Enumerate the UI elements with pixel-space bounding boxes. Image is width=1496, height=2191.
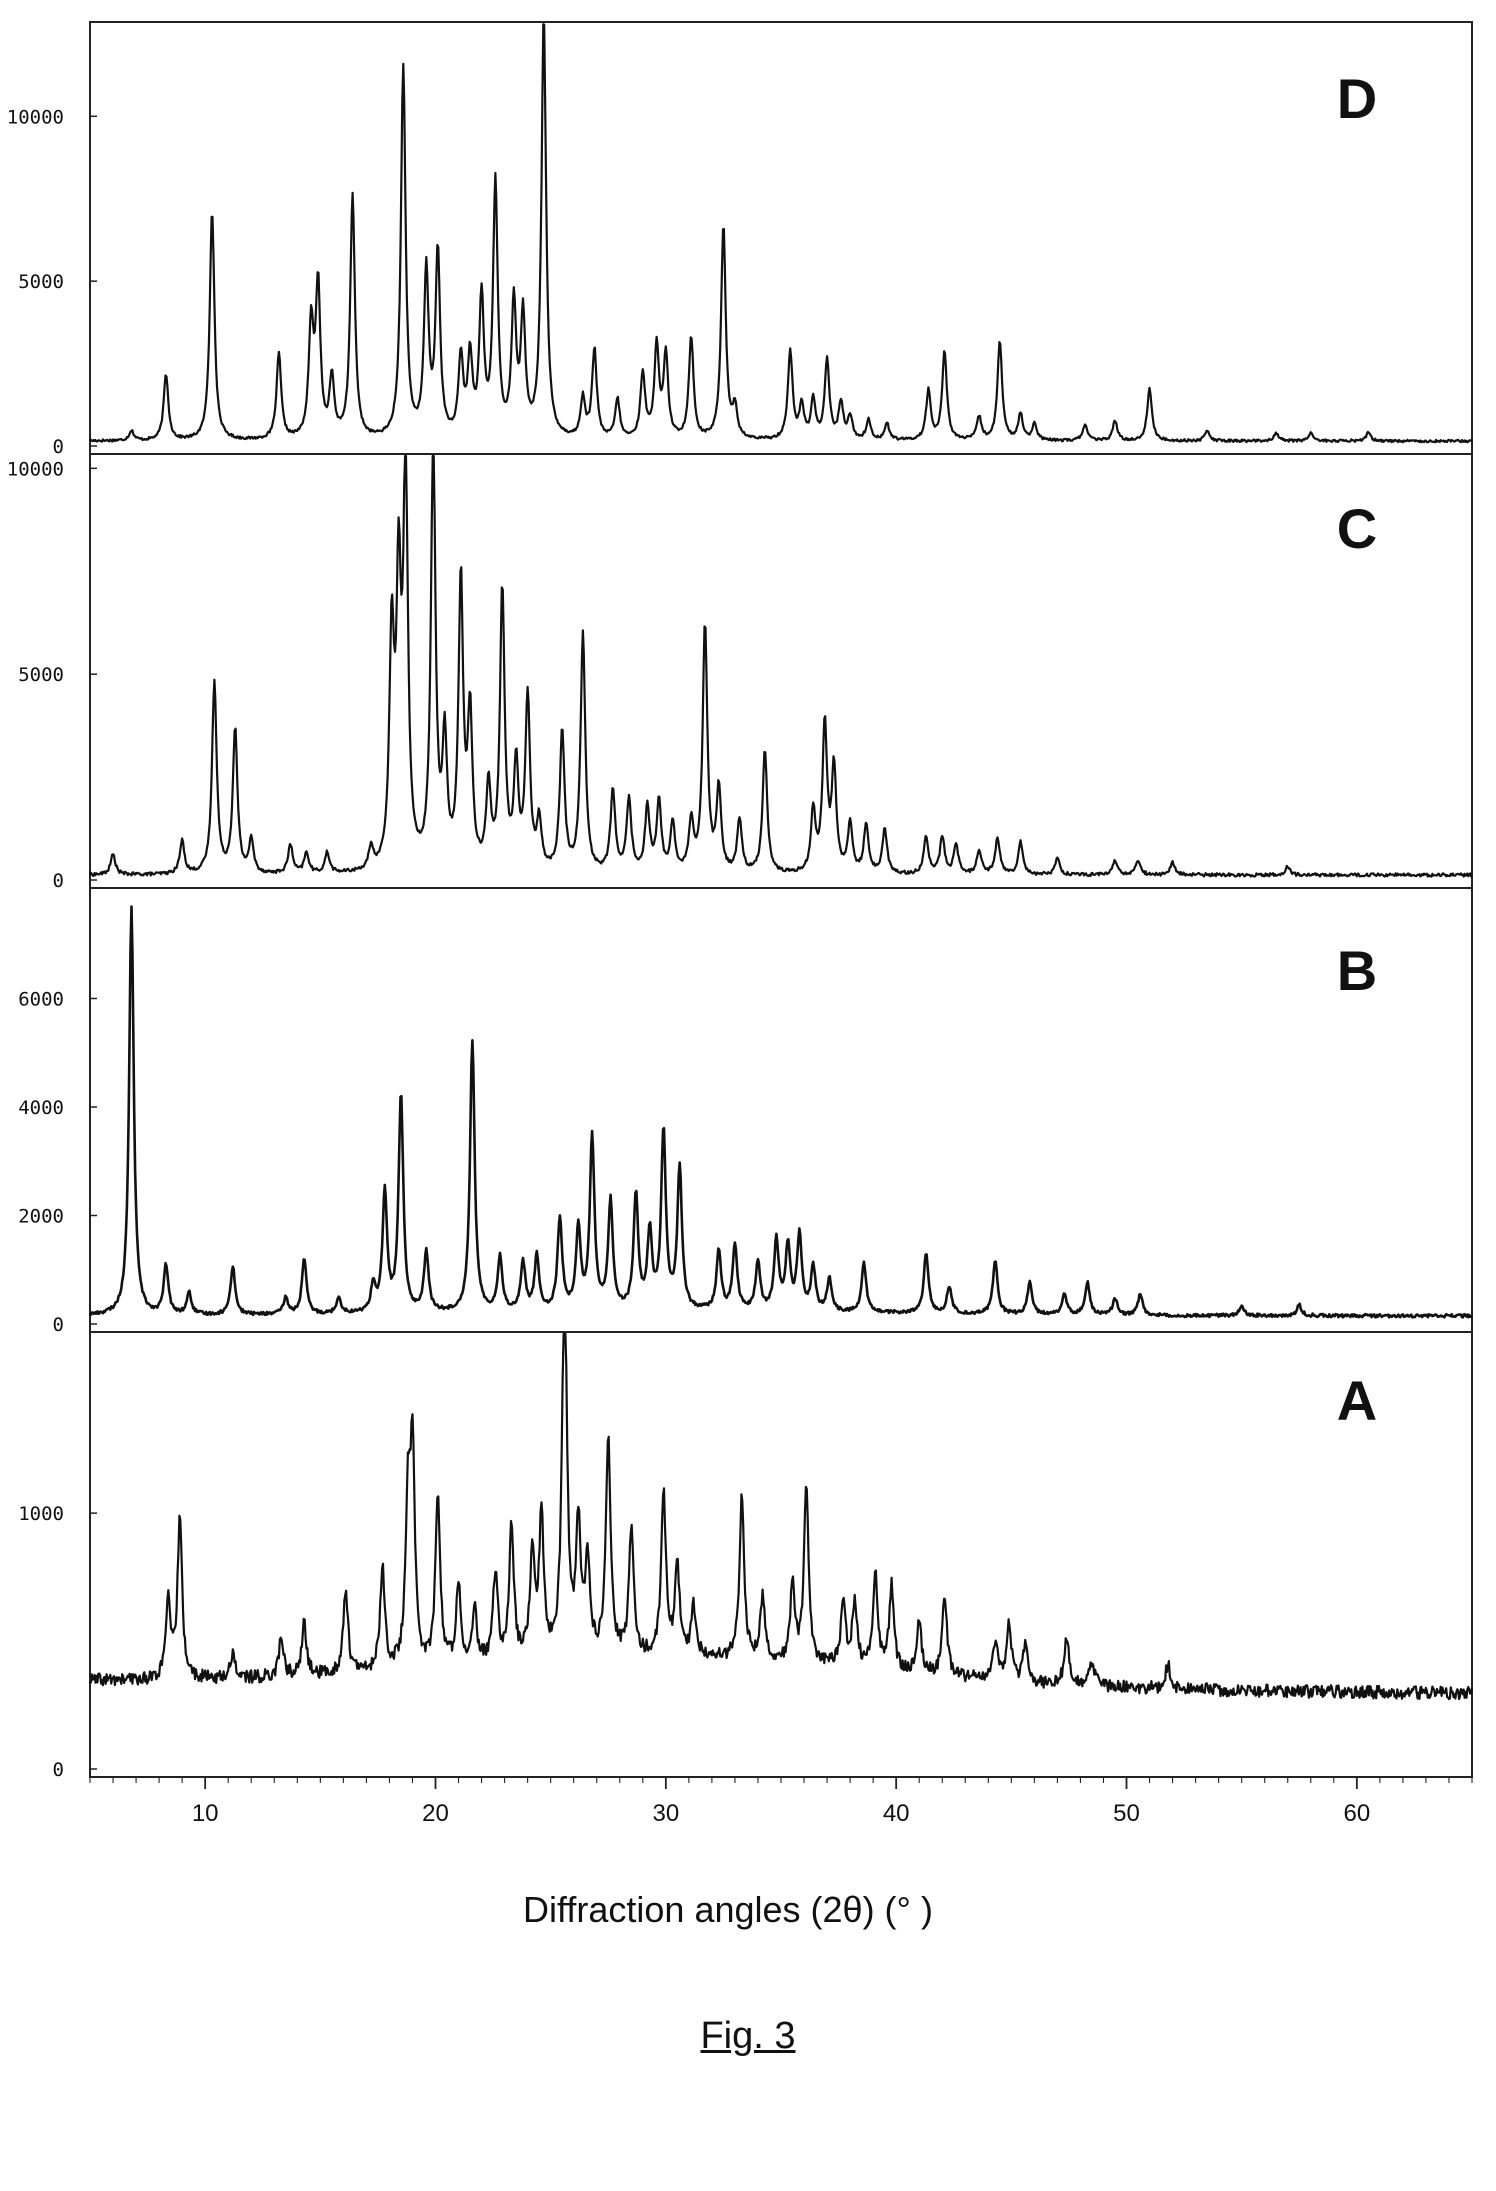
panel-D: 0 5000 10000 D	[7, 21, 1473, 458]
panel-D-y-tick-label: 0	[53, 436, 64, 458]
panel-B-y-ticks: 0 2000 4000 6000	[18, 989, 97, 1336]
panel-B-letter: B	[1337, 939, 1377, 1002]
panel-D-y-tick-label: 10000	[7, 106, 64, 128]
panel-B-y-tick-label: 0	[53, 1314, 64, 1336]
x-tick-label: 50	[1113, 1800, 1140, 1827]
panel-B-frame	[89, 887, 1473, 1333]
panel-D-trace	[89, 23, 1473, 444]
panel-B-trace	[89, 905, 1473, 1319]
panel-C-y-tick-label: 10000	[7, 458, 64, 480]
panel-A-letter: A	[1337, 1369, 1377, 1432]
x-axis: 10 20 30 40 50 60	[89, 1777, 1473, 1827]
panel-C-trace	[88, 454, 1473, 878]
panel-B-y-tick-label: 2000	[18, 1206, 64, 1228]
panel-A-frame	[89, 1331, 1473, 1778]
x-tick-label: 40	[883, 1800, 910, 1827]
x-tick-label: 60	[1343, 1800, 1370, 1827]
figure-caption: Fig. 3	[700, 2015, 796, 2057]
panel-D-y-tick-label: 5000	[18, 271, 64, 293]
panel-C-y-ticks: 0 5000 10000	[7, 458, 97, 892]
panel-A-y-tick-label: 0	[53, 1759, 64, 1781]
x-tick-label: 20	[422, 1800, 449, 1827]
panel-D-letter: D	[1337, 67, 1377, 130]
panel-A-y-tick-label: 1000	[18, 1503, 64, 1525]
panel-C-letter: C	[1337, 497, 1377, 560]
panel-C-y-tick-label: 5000	[18, 664, 64, 686]
panel-A: 0 1000 A	[18, 1331, 1474, 1781]
panel-B-y-tick-label: 6000	[18, 989, 64, 1011]
panel-D-y-ticks: 0 5000 10000	[7, 106, 97, 458]
panel-B: 0 2000 4000 6000 B	[18, 887, 1473, 1336]
panel-A-trace	[89, 1332, 1474, 1701]
x-tick-label: 30	[652, 1800, 679, 1827]
x-tick-label: 10	[192, 1800, 219, 1827]
panel-D-frame	[89, 21, 1473, 455]
panel-C-y-tick-label: 0	[53, 870, 64, 892]
panel-C-frame	[89, 453, 1473, 889]
x-axis-title: Diffraction angles (2θ) (° )	[523, 1889, 933, 1930]
panel-C: 0 5000 10000 C	[7, 453, 1473, 892]
panel-B-y-tick-label: 4000	[18, 1097, 64, 1119]
figure-caption-block: Fig. 3	[0, 2015, 1496, 2058]
panel-A-y-ticks: 0 1000	[18, 1503, 97, 1781]
